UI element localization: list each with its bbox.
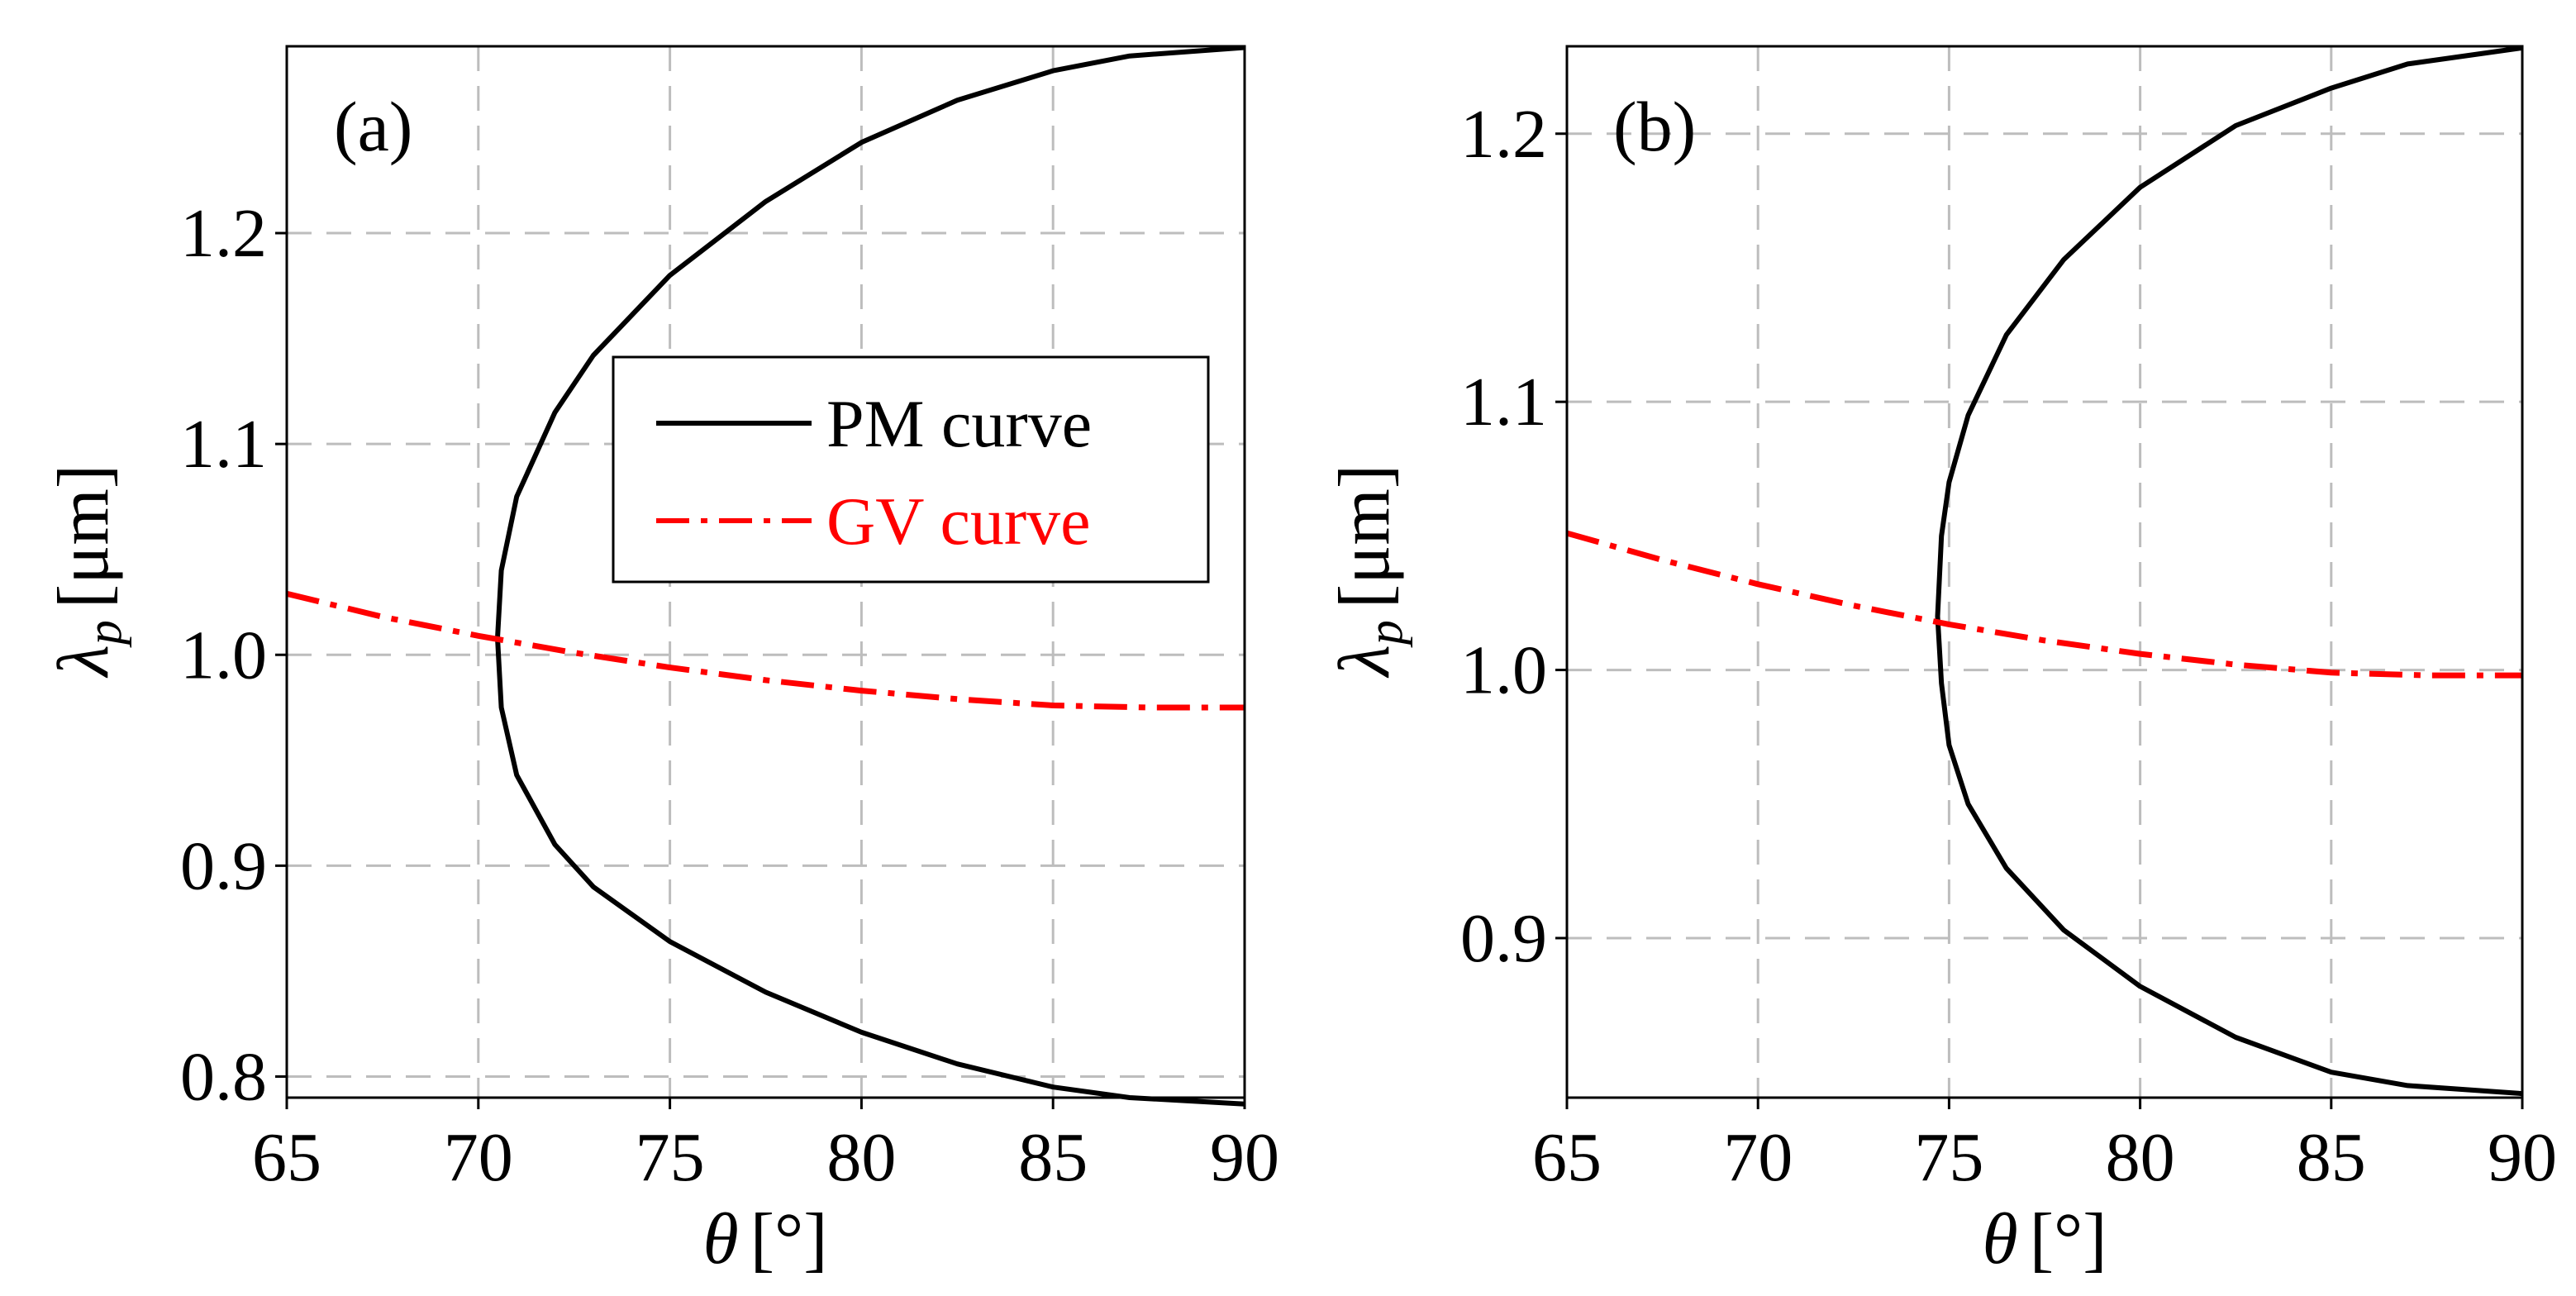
panel-b-x-unit: [°]: [2030, 1199, 2107, 1279]
legend-box: [612, 355, 1210, 584]
panel-b-y-symbol: λ: [1325, 645, 1405, 679]
panel-b-x-axis-title: θ [°]: [1982, 1199, 2107, 1279]
panel-a-x-tick-label-90: 90: [1210, 1119, 1279, 1196]
panel-a-y-tick-label-2: 1.0: [180, 617, 267, 693]
panel-a-grid: [287, 46, 1245, 1098]
panel-a-y-unit: [μm]: [44, 465, 124, 608]
panel-b: 65 70 75 80 85 90 0.9 1.0 1.1 1.2 (b) θ [°] λp [μm…: [1325, 45, 2557, 1279]
panel-a-x-tick-label-70: 70: [444, 1119, 513, 1196]
panel-b-y-unit: [μm]: [1325, 465, 1405, 608]
panel-a-y-tick-label-0: 0.8: [180, 1038, 267, 1115]
panel-b-y-tick-label-1: 1.0: [1460, 632, 1547, 709]
panel-a-x-tick-label-80: 80: [826, 1119, 896, 1196]
panel-b-series: [1566, 45, 2523, 1097]
panel-a: 65 70 75 80 85 90 0.8 0.9 1.0 1.1 1.2 (a) θ [°] λp…: [44, 45, 1279, 1279]
panel-b-y-tick-label-3: 1.2: [1460, 96, 1547, 173]
panel-a-gv-curve: [286, 590, 1245, 711]
panel-b-x-tick-label-85: 85: [2297, 1119, 2366, 1196]
panel-b-y-ticks: 0.9 1.0 1.1 1.2: [1460, 96, 1567, 977]
panel-a-y-axis-title: λp [μm]: [44, 465, 131, 679]
panel-a-y-symbol: λ: [44, 645, 124, 679]
panel-a-label: (a): [334, 87, 412, 166]
panel-b-x-tick-label-70: 70: [1723, 1119, 1793, 1196]
panel-a-x-ticks: 65 70 75 80 85 90: [252, 1098, 1279, 1196]
panel-b-gv-curve: [1566, 530, 2522, 679]
panel-b-y-sub: p: [1358, 620, 1412, 648]
panel-b-x-ticks: 65 70 75 80 85 90: [1532, 1098, 2557, 1196]
panel-b-y-tick-label-2: 1.1: [1460, 364, 1547, 441]
legend-gv-label: GV curve: [826, 484, 1091, 559]
panel-a-x-tick-label-75: 75: [636, 1119, 705, 1196]
legend-pm-label: PM curve: [826, 386, 1092, 461]
panel-b-pm-curve: [1935, 45, 2523, 1097]
panel-a-x-unit: [°]: [750, 1199, 828, 1279]
panel-b-x-tick-label-75: 75: [1914, 1119, 1983, 1196]
panel-a-x-axis-title: θ [°]: [702, 1199, 827, 1279]
panel-a-x-tick-label-85: 85: [1018, 1119, 1088, 1196]
panel-b-y-axis-title: λp [μm]: [1325, 465, 1412, 679]
panel-b-grid: [1567, 46, 2522, 1098]
panel-a-axes: [285, 45, 1246, 1099]
panel-b-plot-frame: [1565, 45, 2524, 1099]
panel-a-y-ticks: 0.8 0.9 1.0 1.1 1.2: [180, 195, 287, 1115]
panel-a-y-tick-label-4: 1.2: [180, 195, 267, 272]
panel-b-x-tick-label-80: 80: [2106, 1119, 2175, 1196]
panel-b-x-symbol: θ: [1982, 1199, 2017, 1279]
panel-a-y-tick-label-3: 1.1: [180, 406, 267, 483]
panel-a-plot-frame: [285, 45, 1246, 1099]
panel-b-axes: [1565, 45, 2524, 1099]
panel-b-x-tick-label-65: 65: [1532, 1119, 1602, 1196]
panel-a-y-sub: p: [77, 620, 131, 648]
legend: PM curve GV curve: [612, 355, 1210, 584]
panel-b-y-tick-label-0: 0.9: [1460, 900, 1547, 977]
panel-b-label: (b): [1613, 87, 1696, 166]
panel-a-x-symbol: θ: [702, 1199, 738, 1279]
panel-b-x-tick-label-90: 90: [2488, 1119, 2557, 1196]
panel-a-x-tick-label-65: 65: [252, 1119, 321, 1196]
panel-a-y-tick-label-1: 0.9: [180, 827, 267, 904]
panel-a-series: [286, 45, 1245, 1107]
